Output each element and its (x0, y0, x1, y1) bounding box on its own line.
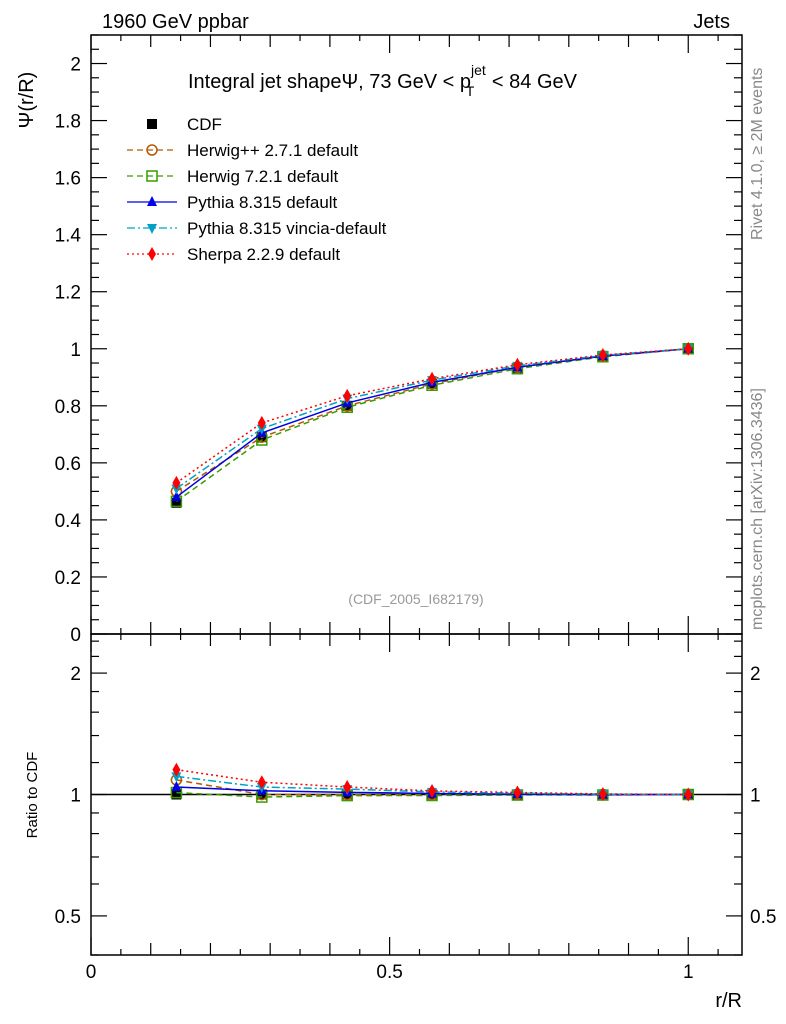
header-right: Jets (693, 11, 730, 33)
marker-diamond (172, 762, 181, 777)
y-axis-label: Ψ(r/R) (16, 72, 38, 129)
ratio-tick-label-right: 2 (750, 664, 761, 685)
chart-title-end: < 84 GeV (486, 71, 577, 93)
marker-diamond (257, 775, 266, 790)
series-line (175, 348, 689, 502)
series-line (175, 348, 689, 498)
marker-square (171, 497, 182, 508)
marker-diamond (598, 786, 607, 801)
marker-triangle-down (171, 772, 182, 783)
marker-diamond (513, 785, 522, 800)
y-tick-label: 0.4 (55, 511, 82, 532)
y-tick-label: 0.2 (55, 568, 81, 589)
y-tick-label: 2 (70, 55, 81, 76)
marker-diamond (513, 357, 522, 372)
marker-triangle-up (171, 781, 182, 792)
series-1 (170, 343, 694, 801)
chart-title-main: Integral jet shapeΨ, 73 GeV < p (188, 71, 471, 93)
ratio-tick-label: 0.5 (55, 907, 81, 928)
marker-diamond (684, 787, 693, 802)
ratio-y-axis-label: Ratio to CDF (24, 752, 41, 839)
marker-triangle-up (147, 196, 157, 206)
marker-open-square (146, 170, 158, 182)
x-axis-label: r/R (715, 990, 742, 1012)
plot-area: 0 0.5 1 0 0.2 0.4 0.6 0.8 1 1.2 1.4 1.6 1.8 2 0.5 0.5 1 1… (55, 34, 776, 983)
marker-open-circle (146, 144, 158, 156)
x-tick-label: 0.5 (376, 962, 402, 983)
legend-label: Herwig++ 2.7.1 default (187, 141, 358, 160)
ratio-tick-label-right: 1 (750, 786, 761, 807)
side-label-bottom: mcplots.cern.ch [arXiv:1306.3436] (749, 388, 766, 630)
legend-label: CDF (187, 115, 222, 134)
y-tick-label: 1.8 (55, 112, 81, 133)
y-tick-label: 1.2 (55, 283, 81, 304)
y-tick-label: 1.6 (55, 169, 81, 190)
legend-label: Pythia 8.315 vincia-default (187, 219, 387, 238)
y-tick-label: 1.4 (55, 226, 82, 247)
series-4 (171, 344, 694, 801)
chart-title: Integral jet shapeΨ, 73 GeV < pjet T < 84… (188, 62, 578, 99)
marker-diamond (148, 247, 156, 261)
series-2 (170, 343, 694, 803)
x-tick-label: 1 (683, 962, 694, 983)
y-tick-label: 0.8 (55, 397, 81, 418)
marker-diamond (172, 475, 181, 490)
chart-title-sup: jet (470, 62, 486, 78)
ratio-tick-label: 1 (70, 786, 81, 807)
legend: CDF Herwig++ 2.7.1 default Herwig 7.2.1 de… (127, 115, 387, 264)
series-0 (171, 343, 694, 800)
chart-title-sub: T (466, 83, 475, 99)
marker-triangle-down (147, 224, 157, 234)
analysis-label: (CDF_2005_I682179) (348, 591, 483, 607)
y-tick-label: 0.6 (55, 454, 81, 475)
y-tick-label: 0 (70, 625, 81, 646)
series-line (176, 348, 689, 493)
marker-diamond (428, 371, 437, 386)
series-line (175, 348, 689, 484)
series-5 (172, 341, 693, 802)
ratio-tick-label: 2 (70, 664, 81, 685)
marker-triangle-up (171, 491, 182, 502)
marker-square (147, 119, 157, 129)
series-3 (171, 342, 694, 799)
legend-label: Herwig 7.2.1 default (187, 167, 338, 186)
x-tick-label: 0 (86, 962, 97, 983)
marker-diamond (343, 779, 352, 794)
legend-label: Sherpa 2.2.9 default (187, 245, 340, 264)
marker-diamond (598, 348, 607, 363)
header-left: 1960 GeV ppbar (102, 11, 249, 33)
marker-diamond (428, 783, 437, 798)
marker-diamond (257, 415, 266, 430)
marker-diamond (684, 341, 693, 356)
y-tick-label: 1 (70, 340, 81, 361)
side-label-top: Rivet 4.1.0, ≥ 2M events (749, 68, 766, 240)
marker-square (171, 789, 182, 800)
series-line (175, 348, 689, 490)
marker-diamond (343, 388, 352, 403)
legend-label: Pythia 8.315 default (187, 193, 338, 212)
ratio-tick-label-right: 0.5 (750, 907, 776, 928)
